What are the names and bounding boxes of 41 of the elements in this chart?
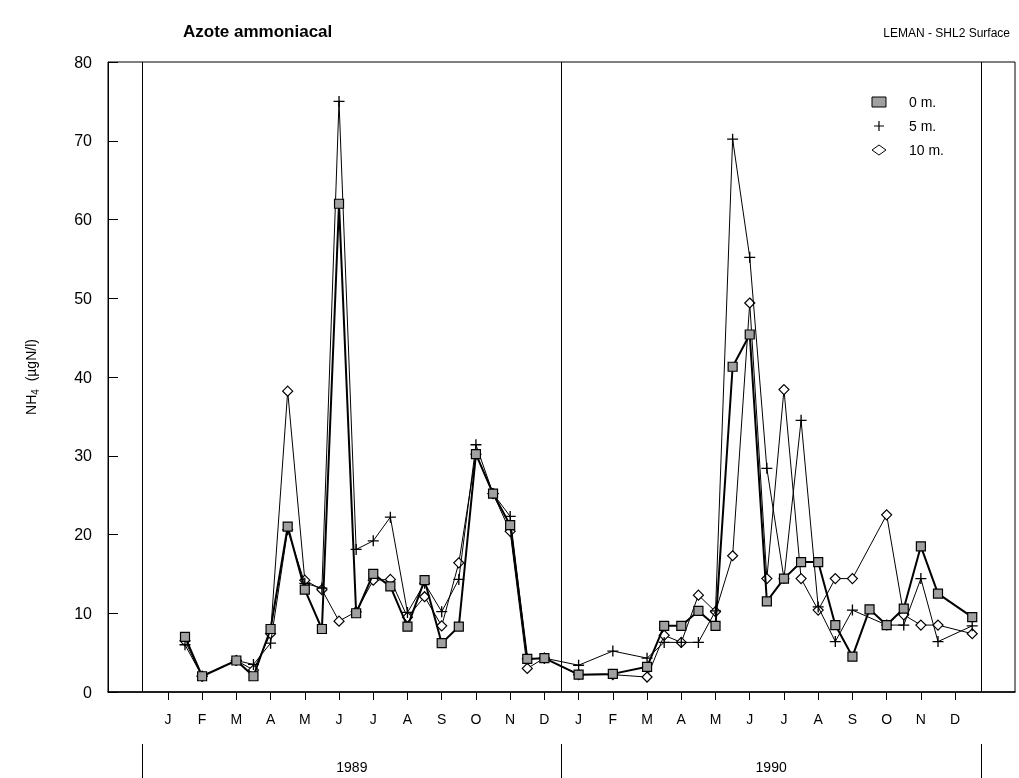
x-tick-label: M bbox=[298, 711, 311, 727]
x-tick-label: A bbox=[813, 711, 824, 727]
x-tick-label: N bbox=[915, 711, 926, 727]
x-tick-label: M bbox=[709, 711, 722, 727]
y-tick-label: 70 bbox=[74, 132, 93, 150]
y-tick-label: 50 bbox=[74, 289, 93, 307]
x-tick-label: J bbox=[164, 711, 172, 727]
x-tick-label: D bbox=[950, 711, 961, 727]
y-tick-label: 30 bbox=[74, 447, 93, 465]
x-tick-label: M bbox=[230, 711, 243, 727]
x-tick-label: F bbox=[608, 711, 618, 727]
x-tick-label: N bbox=[505, 711, 516, 727]
chart-subtitle: LEMAN - SHL2 Surface bbox=[883, 26, 1011, 40]
x-tick-label: S bbox=[847, 711, 858, 727]
legend-label: 0 m. bbox=[908, 94, 937, 110]
chart-title: Azote ammoniacal bbox=[183, 22, 333, 41]
legend-label: 10 m. bbox=[908, 142, 944, 158]
x-tick-label: J bbox=[335, 711, 343, 727]
legend-label: 5 m. bbox=[908, 118, 937, 134]
text: 1989 bbox=[336, 759, 368, 775]
x-tick-label: S bbox=[437, 711, 447, 727]
x-tick-label: J bbox=[369, 711, 377, 727]
text: 1990 bbox=[755, 759, 787, 775]
x-tick-label: A bbox=[265, 711, 276, 727]
y-axis-title: NH4 (µgN/l) bbox=[23, 339, 41, 415]
x-tick-label: D bbox=[539, 711, 550, 727]
y-tick-label: 60 bbox=[74, 211, 93, 228]
y-tick-label: 80 bbox=[74, 53, 93, 71]
y-tick-label: 10 bbox=[74, 604, 93, 622]
x-tick-label: O bbox=[470, 711, 482, 727]
x-tick-label: A bbox=[402, 711, 413, 727]
x-tick-label: J bbox=[780, 711, 788, 727]
x-tick-label: F bbox=[197, 711, 207, 727]
y-tick-label: 20 bbox=[74, 526, 93, 543]
x-tick-label: M bbox=[641, 711, 653, 727]
y-tick-label: 0 bbox=[83, 683, 93, 701]
x-tick-label: O bbox=[881, 711, 893, 727]
x-tick-label: A bbox=[676, 711, 687, 727]
x-tick-label: J bbox=[746, 711, 754, 727]
y-tick-label: 40 bbox=[74, 368, 93, 386]
x-tick-label: J bbox=[575, 711, 583, 727]
